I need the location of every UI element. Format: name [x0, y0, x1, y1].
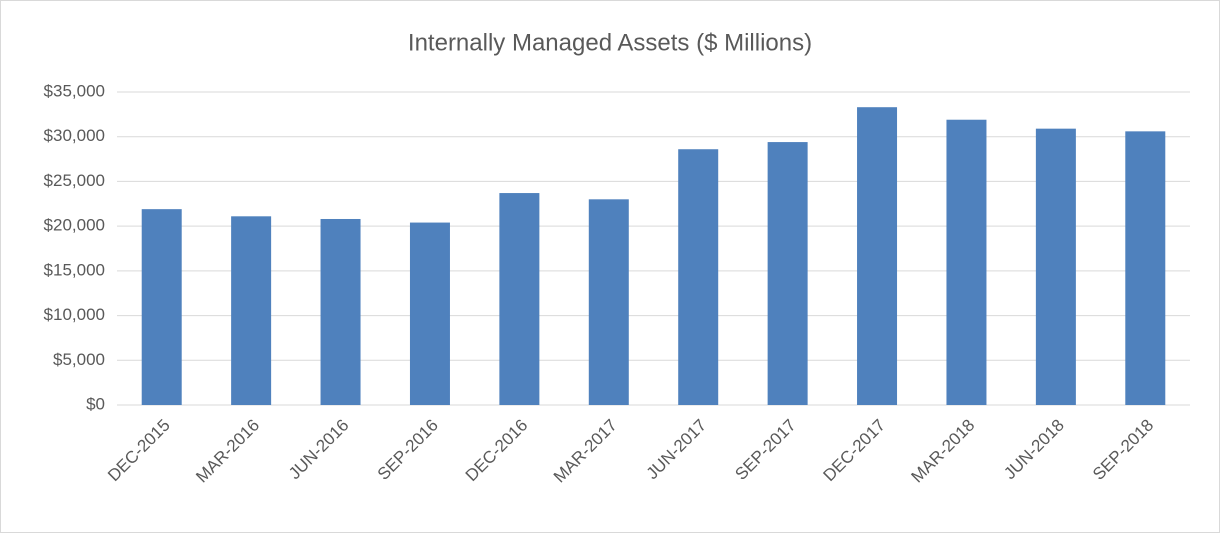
y-tick-label: $30,000: [44, 126, 105, 145]
y-tick-label: $25,000: [44, 171, 105, 190]
bar: [409, 222, 450, 405]
y-tick-label: $20,000: [44, 216, 105, 235]
y-tick-label: $10,000: [44, 305, 105, 324]
bar: [1125, 131, 1166, 405]
y-tick-label: $35,000: [44, 81, 105, 100]
y-tick-label: $15,000: [44, 260, 105, 279]
bar: [141, 209, 182, 405]
chart-title: Internally Managed Assets ($ Millions): [408, 29, 812, 56]
y-tick-label: $5,000: [53, 350, 105, 369]
bar: [767, 142, 808, 405]
bar: [588, 199, 629, 405]
bar: [678, 149, 719, 405]
bar: [499, 193, 540, 405]
bar: [320, 218, 361, 405]
bar: [946, 119, 987, 406]
bar: [1035, 128, 1076, 405]
y-tick-label: $0: [86, 394, 105, 413]
bar: [231, 216, 272, 405]
bar: [857, 107, 898, 406]
